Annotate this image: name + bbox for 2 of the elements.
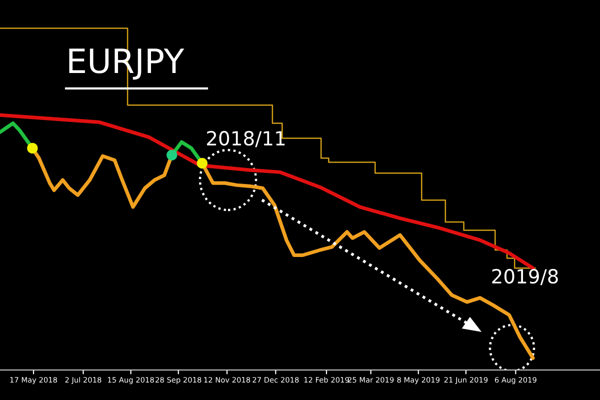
annotation: 2019/8 (492, 268, 558, 286)
annotation: 2018/11 (207, 130, 285, 148)
